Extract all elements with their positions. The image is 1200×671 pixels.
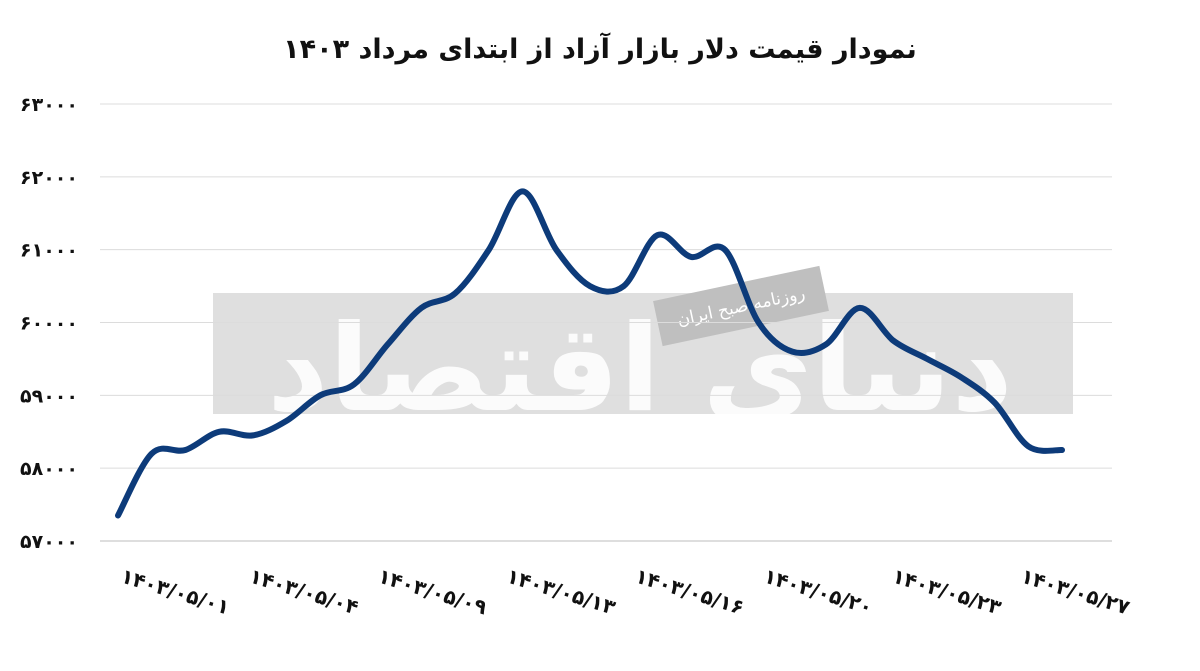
grid-lines bbox=[100, 103, 1112, 542]
x-tick-label: ۱۴۰۳/۰۵/۱۳ bbox=[504, 564, 618, 620]
x-tick-label: ۱۴۰۳/۰۵/۱۶ bbox=[633, 564, 747, 620]
chart-title: نمودار قیمت دلار بازار آزاد از ابتدای مر… bbox=[283, 34, 917, 65]
watermark-sub-box bbox=[653, 265, 829, 347]
watermark-main-text: دنیای اقتصاد bbox=[267, 300, 1013, 439]
y-tick-label: ۶۰۰۰۰ bbox=[20, 313, 78, 335]
y-tick-label: ۶۱۰۰۰ bbox=[20, 240, 78, 262]
x-tick-label: ۱۴۰۳/۰۵/۲۷ bbox=[1018, 564, 1132, 620]
x-tick-label: ۱۴۰۳/۰۵/۲۳ bbox=[890, 564, 1004, 620]
x-tick-label: ۱۴۰۳/۰۵/۲۰ bbox=[761, 564, 875, 620]
watermark-band bbox=[213, 293, 1073, 414]
x-tick-label: ۱۴۰۳/۰۵/۰۹ bbox=[375, 564, 489, 620]
y-tick-label: ۶۳۰۰۰ bbox=[20, 94, 78, 116]
x-tick-label: ۱۴۰۳/۰۵/۰۴ bbox=[247, 564, 361, 620]
y-tick-label: ۵۹۰۰۰ bbox=[20, 385, 78, 407]
y-tick-label: ۶۲۰۰۰ bbox=[20, 167, 78, 189]
series-line bbox=[115, 188, 1065, 519]
y-tick-label: ۵۷۰۰۰ bbox=[20, 531, 78, 553]
y-axis-ticks: ۵۷۰۰۰ ۵۸۰۰۰ ۵۹۰۰۰ ۶۰۰۰۰ ۶۱۰۰۰ ۶۲۰۰۰ ۶۳۰۰۰ bbox=[20, 94, 78, 553]
y-tick-label: ۵۸۰۰۰ bbox=[20, 458, 78, 480]
x-tick-label: ۱۴۰۳/۰۵/۰۱ bbox=[118, 564, 232, 620]
watermark: دنیای اقتصاد روزنامه صبح ایران bbox=[213, 265, 1073, 439]
x-axis-ticks: ۱۴۰۳/۰۵/۰۱ ۱۴۰۳/۰۵/۰۴ ۱۴۰۳/۰۵/۰۹ ۱۴۰۳/۰۵/۱۳… bbox=[118, 564, 1132, 620]
